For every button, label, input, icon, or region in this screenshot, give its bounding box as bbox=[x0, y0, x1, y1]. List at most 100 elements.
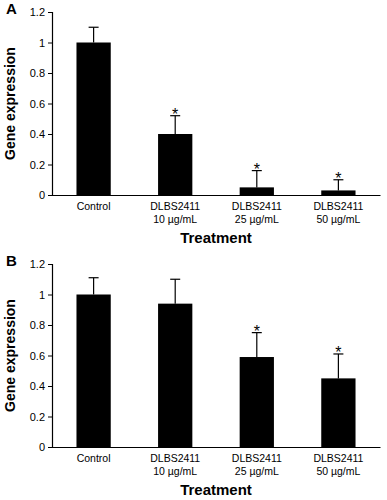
tick-label: DLBS241150 µg/mL bbox=[313, 452, 363, 476]
tick-mark bbox=[48, 73, 52, 74]
marks bbox=[76, 278, 355, 447]
tick-label: DLBS241125 µg/mL bbox=[232, 452, 282, 476]
axis-line bbox=[48, 13, 53, 196]
tick-label: DLBS241150 µg/mL bbox=[313, 200, 363, 224]
error-line bbox=[93, 27, 94, 42]
tick-label: 0.2 bbox=[30, 159, 45, 171]
tick: 0.8 bbox=[30, 67, 52, 79]
tick: 0 bbox=[39, 189, 52, 201]
bar bbox=[240, 357, 274, 447]
error-bar bbox=[89, 278, 99, 295]
panel-label: B bbox=[6, 252, 17, 269]
tick: DLBS241150 µg/mL bbox=[313, 195, 363, 225]
tick-mark bbox=[48, 356, 52, 357]
tick: 0.2 bbox=[30, 159, 52, 171]
tick-label-line: DLBS2411 bbox=[150, 200, 200, 212]
bar bbox=[158, 134, 192, 195]
tick: 0.4 bbox=[30, 128, 52, 140]
tick-mark bbox=[48, 295, 52, 296]
axis-line bbox=[48, 265, 53, 448]
tick: 0.4 bbox=[30, 380, 52, 392]
tick-label-line: DLBS2411 bbox=[313, 452, 363, 464]
bar bbox=[158, 304, 192, 447]
error-line bbox=[93, 278, 94, 295]
error-cap bbox=[170, 279, 180, 280]
tick-label-line: Control bbox=[77, 200, 111, 212]
tick: 0.6 bbox=[30, 98, 52, 110]
tick-label: DLBS241110 µg/mL bbox=[150, 452, 200, 476]
tick-label-line: Control bbox=[77, 452, 111, 464]
tick-label-line: DLBS2411 bbox=[150, 452, 200, 464]
bar bbox=[240, 187, 274, 195]
tick-mark bbox=[48, 195, 52, 196]
x-axis: ControlDLBS241110 µg/mLDLBS241125 µg/mLD… bbox=[53, 447, 381, 477]
y-axis: 0 0.2 0.4 0.6 0.8 1 1.2 bbox=[30, 6, 53, 201]
bar bbox=[76, 43, 110, 196]
tick-label: 0.4 bbox=[30, 380, 45, 392]
tick: DLBS241125 µg/mL bbox=[232, 195, 282, 225]
y-axis-title: Gene expression bbox=[2, 299, 18, 412]
tick-label: 0 bbox=[39, 189, 45, 201]
tick-label-line: 50 µg/mL bbox=[316, 213, 360, 225]
tick-mark bbox=[48, 43, 52, 44]
tick: Control bbox=[77, 195, 111, 212]
marks bbox=[76, 27, 355, 195]
error-line bbox=[175, 279, 176, 303]
tick-label-line: 10 µg/mL bbox=[153, 213, 197, 225]
significance-mark: * bbox=[172, 106, 178, 123]
bar bbox=[321, 190, 355, 195]
tick: 0.2 bbox=[30, 411, 52, 423]
tick-label-line: 25 µg/mL bbox=[235, 465, 279, 477]
panel-label: A bbox=[6, 0, 17, 17]
tick-label: 0.4 bbox=[30, 128, 45, 140]
tick-label: 0 bbox=[39, 441, 45, 453]
panel: 00.20.40.60.811.2ControlDLBS241110 µg/mL… bbox=[2, 0, 381, 246]
annotations: ** bbox=[254, 323, 342, 361]
error-bar bbox=[170, 279, 180, 303]
error-bar bbox=[89, 27, 99, 42]
tick-label: 0.8 bbox=[30, 319, 45, 331]
significance-mark: * bbox=[254, 161, 260, 178]
tick: DLBS241150 µg/mL bbox=[313, 447, 363, 477]
tick-mark bbox=[48, 264, 52, 265]
bar bbox=[76, 295, 110, 448]
bar bbox=[321, 378, 355, 447]
tick-mark bbox=[48, 325, 52, 326]
axis-line bbox=[53, 195, 381, 196]
tick-label-line: 50 µg/mL bbox=[316, 465, 360, 477]
tick-label-line: 10 µg/mL bbox=[153, 465, 197, 477]
error-cap bbox=[89, 27, 99, 28]
x-axis: ControlDLBS241110 µg/mLDLBS241125 µg/mLD… bbox=[53, 195, 381, 225]
tick-mark bbox=[48, 134, 52, 135]
x-axis-title: Treatment bbox=[180, 229, 252, 246]
tick-label: 0.6 bbox=[30, 98, 45, 110]
tick: DLBS241110 µg/mL bbox=[150, 447, 200, 477]
tick-label: 0.8 bbox=[30, 67, 45, 79]
significance-mark: * bbox=[254, 323, 260, 340]
tick: 1 bbox=[39, 289, 52, 301]
figure: 00.20.40.60.811.2ControlDLBS241110 µg/mL… bbox=[0, 0, 387, 500]
tick: DLBS241125 µg/mL bbox=[232, 447, 282, 477]
tick-label: Control bbox=[77, 200, 111, 212]
y-axis-title: Gene expression bbox=[2, 47, 18, 160]
tick-mark bbox=[48, 417, 52, 418]
tick-label: 1 bbox=[39, 289, 45, 301]
y-axis: 0 0.2 0.4 0.6 0.8 1 1.2 bbox=[30, 258, 53, 453]
tick-mark bbox=[48, 165, 52, 166]
x-axis-title: Treatment bbox=[180, 481, 252, 498]
significance-mark: * bbox=[335, 344, 341, 361]
tick: DLBS241110 µg/mL bbox=[150, 195, 200, 225]
tick-label: 1.2 bbox=[30, 258, 45, 270]
annotations: * * * bbox=[172, 106, 341, 187]
axis-line bbox=[53, 447, 381, 448]
tick-label-line: DLBS2411 bbox=[232, 200, 282, 212]
tick: 0 bbox=[39, 441, 52, 453]
tick-label: 1 bbox=[39, 37, 45, 49]
tick-label: DLBS241110 µg/mL bbox=[150, 200, 200, 224]
significance-mark: * bbox=[335, 170, 341, 187]
tick: 0.6 bbox=[30, 350, 52, 362]
tick-label: 0.2 bbox=[30, 411, 45, 423]
tick: 1.2 bbox=[30, 6, 52, 18]
panel: 00.20.40.60.811.2ControlDLBS241110 µg/mL… bbox=[2, 252, 381, 498]
tick-mark bbox=[48, 104, 52, 105]
